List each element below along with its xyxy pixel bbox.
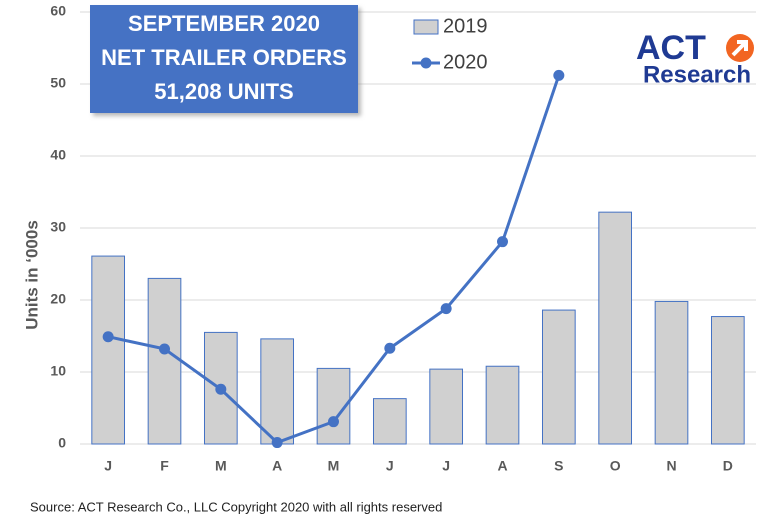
bar	[260, 338, 295, 445]
x-tick-label: A	[497, 458, 507, 474]
title-box	[90, 5, 358, 113]
legend-swatch	[420, 57, 432, 69]
point	[215, 383, 227, 395]
point	[497, 236, 508, 248]
chart-title: NET TRAILER ORDERS	[101, 45, 347, 70]
bar	[598, 211, 633, 445]
legend: 2019 2020	[412, 15, 488, 73]
point	[159, 343, 170, 355]
logo-arrow	[731, 40, 748, 57]
x-tick-label: J	[386, 458, 394, 474]
x-tick-label: O	[610, 458, 621, 474]
logo-text: Research	[643, 61, 751, 88]
chart-title: 51,208 UNITS	[154, 79, 293, 104]
x-tick-label: M	[215, 458, 227, 474]
x-tick-label: M	[328, 458, 340, 474]
x-tick-label: D	[723, 458, 733, 474]
point	[271, 437, 283, 449]
point	[553, 69, 565, 81]
bar	[654, 300, 689, 445]
y-tick-label: 60	[50, 3, 66, 19]
y-axis-label: Units in ‘000s	[22, 220, 41, 330]
bar	[485, 365, 520, 445]
bar	[372, 398, 407, 445]
x-tick-label: N	[666, 458, 676, 474]
legend-label: 2020	[443, 51, 488, 73]
chart-title: SEPTEMBER 2020	[128, 11, 320, 36]
point	[384, 342, 396, 354]
point	[440, 303, 452, 315]
x-tick-label: J	[442, 458, 450, 474]
y-tick-label: 40	[50, 147, 66, 163]
x-tick-label: J	[104, 458, 112, 474]
legend-swatch	[413, 19, 439, 35]
x-tick-label: F	[160, 458, 169, 474]
point	[102, 331, 114, 343]
x-tick-label: S	[554, 458, 563, 474]
bar	[147, 277, 182, 445]
bar	[429, 368, 464, 445]
point	[328, 416, 339, 428]
y-tick-label: 0	[58, 435, 66, 451]
x-tick-label: A	[272, 458, 282, 474]
logo-text: ACT	[636, 29, 706, 67]
y-tick-label: 10	[50, 363, 66, 379]
logo: ACT Research	[636, 29, 754, 88]
bar	[710, 316, 745, 445]
legend-label: 2019	[443, 15, 488, 37]
y-tick-label: 20	[50, 291, 66, 307]
bar	[541, 309, 576, 445]
y-tick-label: 30	[50, 219, 66, 235]
source: Source: ACT Research Co., LLC Copyright …	[30, 499, 442, 514]
bar	[91, 255, 126, 445]
y-tick-label: 50	[50, 75, 66, 91]
